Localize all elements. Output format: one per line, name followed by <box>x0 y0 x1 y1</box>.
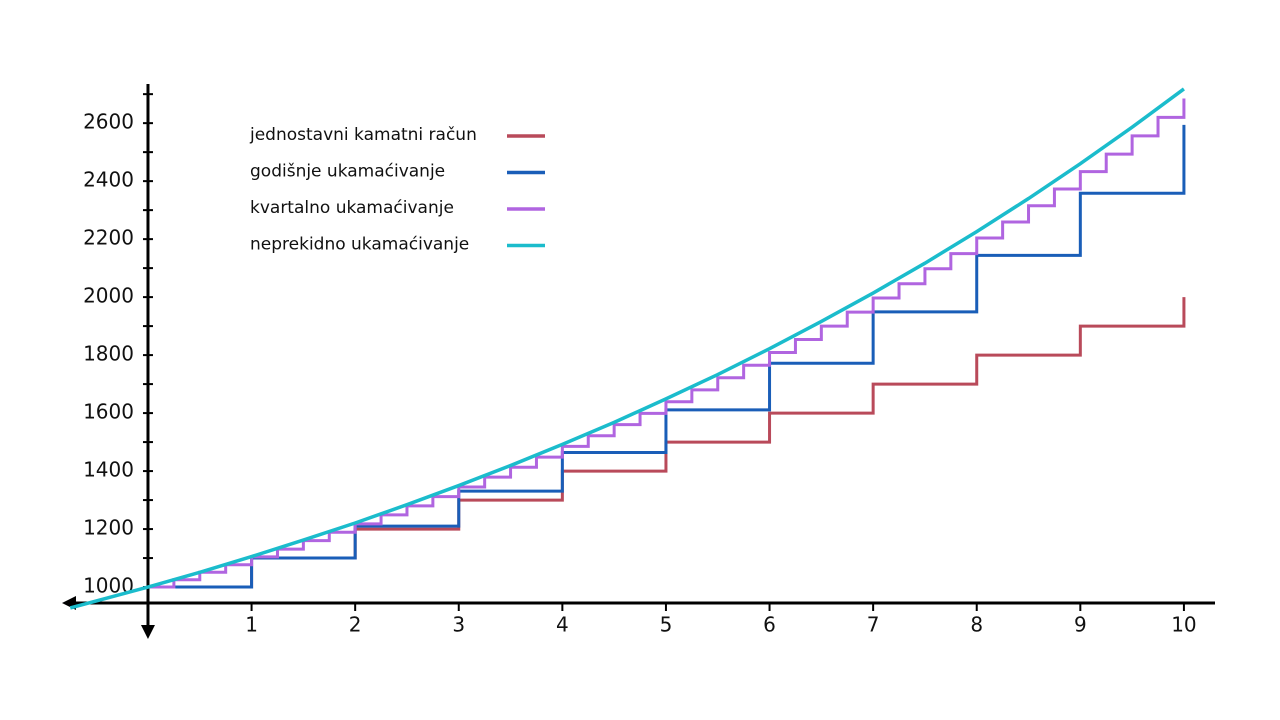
x-tick-label: 8 <box>970 613 983 637</box>
x-tick-label: 1 <box>245 613 258 637</box>
y-tick-label: 2000 <box>83 284 134 308</box>
x-tick-label: 2 <box>349 613 362 637</box>
y-tick-label: 1200 <box>83 516 134 540</box>
series-step-line <box>147 98 1186 589</box>
series-line <box>69 87 1185 610</box>
x-tick-label: 4 <box>556 613 569 637</box>
x-tick-label: 10 <box>1171 613 1196 637</box>
y-tick-label: 2600 <box>83 110 134 134</box>
legend-label: kvartalno ukamaćivanje <box>250 198 454 218</box>
legend-label: neprekidno ukamaćivanje <box>250 235 469 255</box>
legend-label: godišnje ukamaćivanje <box>250 162 445 182</box>
x-tick-label: 7 <box>867 613 880 637</box>
y-tick-label: 1800 <box>83 342 134 366</box>
x-tick-label: 9 <box>1074 613 1087 637</box>
y-axis-arrow <box>140 625 155 639</box>
x-tick-label: 6 <box>763 613 776 637</box>
legend-label: jednostavni kamatni račun <box>249 125 477 145</box>
y-tick-label: 2400 <box>83 168 134 192</box>
y-tick-label: 1400 <box>83 458 134 482</box>
y-tick-label: 1600 <box>83 400 134 424</box>
x-tick-label: 5 <box>660 613 673 637</box>
y-tick-label: 2200 <box>83 226 134 250</box>
x-tick-label: 3 <box>452 613 465 637</box>
